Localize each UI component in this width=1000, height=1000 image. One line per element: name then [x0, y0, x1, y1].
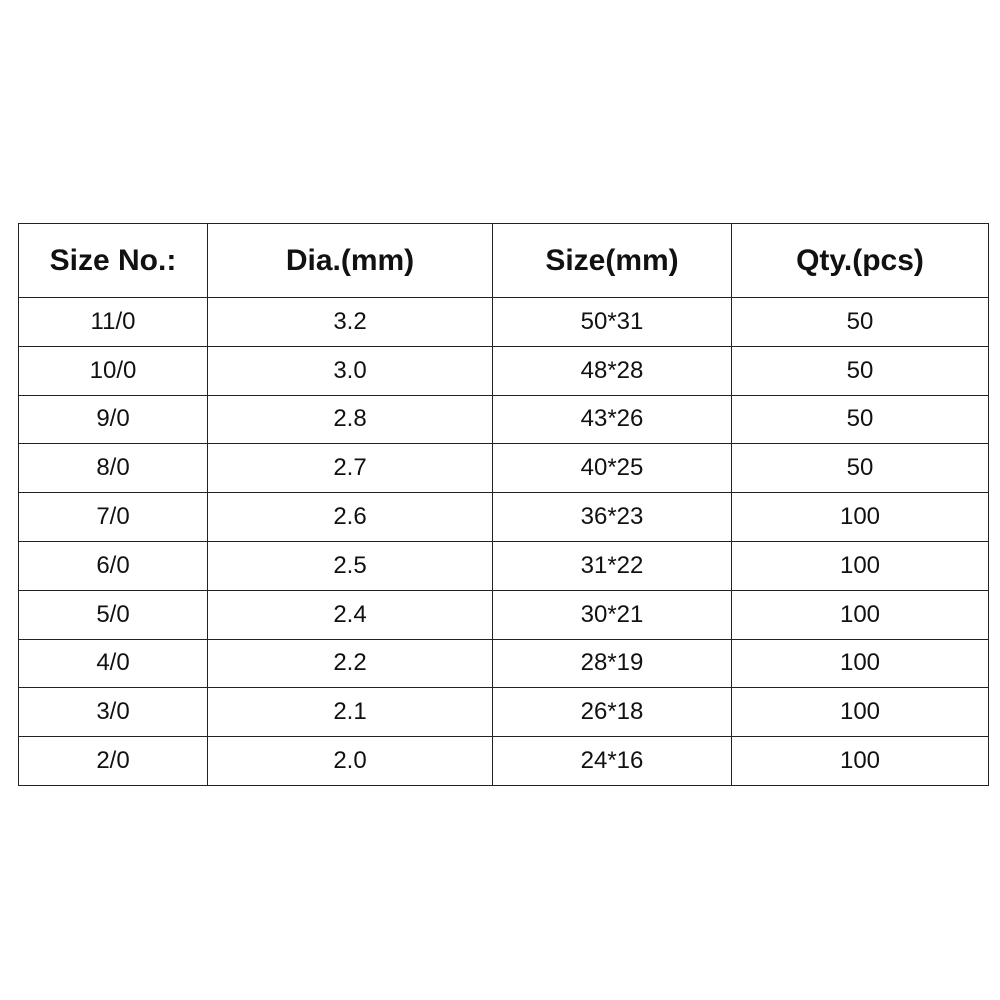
- table-cell: 100: [731, 589, 989, 640]
- table-row: 8/0 2.7 40*25 50: [18, 443, 989, 494]
- table-cell: 5/0: [18, 589, 208, 640]
- table-cell: 2.8: [207, 394, 493, 445]
- header-cell: Qty.(pcs): [731, 223, 989, 298]
- table-cell: 11/0: [18, 297, 208, 347]
- table-cell: 50: [731, 443, 989, 494]
- table-cell: 50: [731, 297, 989, 347]
- table-cell: 3/0: [18, 687, 208, 738]
- table-cell: 50: [731, 345, 989, 396]
- table-cell: 6/0: [18, 540, 208, 591]
- table-body: 11/0 3.2 50*31 50 10/0 3.0 48*28 50 9/0 2.8 43*26 5…: [18, 297, 989, 786]
- table-cell: 50: [731, 394, 989, 445]
- table-row: 4/0 2.2 28*19 100: [18, 638, 989, 689]
- table-cell: 50*31: [492, 297, 732, 347]
- table-cell: 8/0: [18, 443, 208, 494]
- table-cell: 2.4: [207, 589, 493, 640]
- table-cell: 2.5: [207, 540, 493, 591]
- table-cell: 4/0: [18, 638, 208, 689]
- table-row: 7/0 2.6 36*23 100: [18, 492, 989, 542]
- table-cell: 3.0: [207, 345, 493, 396]
- table-cell: 100: [731, 687, 989, 738]
- header-row: Size No.: Dia.(mm) Size(mm) Qty.(pcs): [18, 223, 989, 298]
- table-cell: 2.2: [207, 638, 493, 689]
- table-row: 9/0 2.8 43*26 50: [18, 394, 989, 445]
- table-cell: 2/0: [18, 736, 208, 786]
- table-cell: 3.2: [207, 297, 493, 347]
- table-cell: 26*18: [492, 687, 732, 738]
- header-cell: Size(mm): [492, 223, 732, 298]
- table-row: 3/0 2.1 26*18 100: [18, 687, 989, 738]
- table-cell: 2.6: [207, 492, 493, 542]
- table-cell: 43*26: [492, 394, 732, 445]
- table-row: 11/0 3.2 50*31 50: [18, 297, 989, 347]
- table-cell: 48*28: [492, 345, 732, 396]
- table-cell: 30*21: [492, 589, 732, 640]
- header-cell: Dia.(mm): [207, 223, 493, 298]
- table-row: 10/0 3.0 48*28 50: [18, 345, 989, 396]
- table-cell: 100: [731, 540, 989, 591]
- table-cell: 40*25: [492, 443, 732, 494]
- table-cell: 28*19: [492, 638, 732, 689]
- table-row: 5/0 2.4 30*21 100: [18, 589, 989, 640]
- table-cell: 2.1: [207, 687, 493, 738]
- header-cell: Size No.:: [18, 223, 208, 298]
- table-cell: 9/0: [18, 394, 208, 445]
- table-cell: 31*22: [492, 540, 732, 591]
- size-table: Size No.: Dia.(mm) Size(mm) Qty.(pcs) 11/0 3…: [18, 223, 989, 786]
- table-row: 2/0 2.0 24*16 100: [18, 736, 989, 786]
- table-cell: 100: [731, 736, 989, 786]
- table-cell: 100: [731, 492, 989, 542]
- table-cell: 7/0: [18, 492, 208, 542]
- table-cell: 24*16: [492, 736, 732, 786]
- table-row: 6/0 2.5 31*22 100: [18, 540, 989, 591]
- table-cell: 2.7: [207, 443, 493, 494]
- table-cell: 10/0: [18, 345, 208, 396]
- table-cell: 2.0: [207, 736, 493, 786]
- table-cell: 36*23: [492, 492, 732, 542]
- table-cell: 100: [731, 638, 989, 689]
